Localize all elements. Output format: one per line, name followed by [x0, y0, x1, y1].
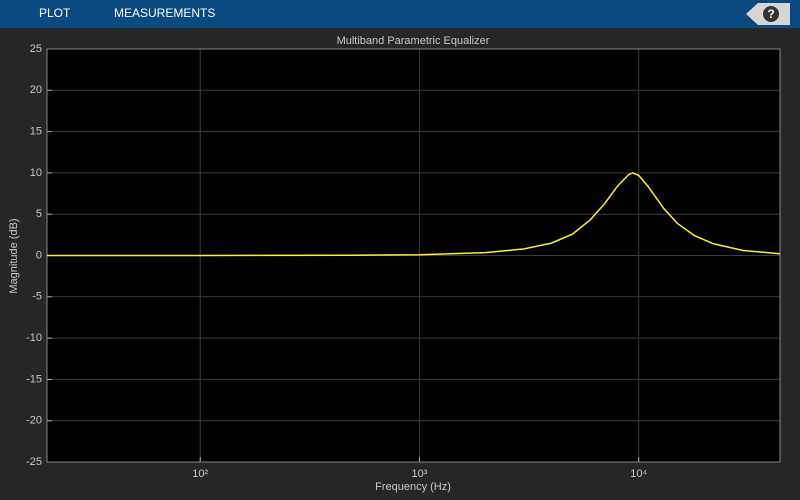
response-line: [47, 172, 781, 257]
y-tick-label: -5: [32, 291, 42, 303]
y-tick-label: -25: [26, 456, 42, 468]
y-tick-label: 20: [30, 84, 42, 96]
chart: Multiband Parametric Equalizer Frequency…: [8, 35, 781, 493]
y-tick-label: -10: [26, 332, 42, 344]
y-tick-label: 25: [30, 43, 42, 55]
y-tick-label: -20: [26, 415, 42, 427]
y-tick-label: 10: [30, 167, 42, 179]
chart-title: Multiband Parametric Equalizer: [337, 35, 490, 47]
y-tick-label: 5: [36, 208, 42, 220]
toolbar: PLOT MEASUREMENTS ?: [0, 0, 800, 28]
x-tick-label: 10⁴: [630, 468, 647, 480]
plot-tab[interactable]: PLOT: [39, 6, 71, 20]
y-axis-label: Magnitude (dB): [8, 218, 20, 293]
x-axis-label: Frequency (Hz): [375, 481, 451, 493]
measurements-tab[interactable]: MEASUREMENTS: [114, 6, 216, 20]
y-tick-label: -15: [26, 373, 42, 385]
x-tick-label: 10³: [412, 468, 428, 480]
help-button[interactable]: ?: [746, 3, 790, 25]
x-tick-label: 10²: [192, 468, 208, 480]
y-tick-label: 15: [30, 126, 42, 138]
y-tick-label: 0: [36, 249, 42, 261]
help-icon: ?: [763, 6, 779, 22]
